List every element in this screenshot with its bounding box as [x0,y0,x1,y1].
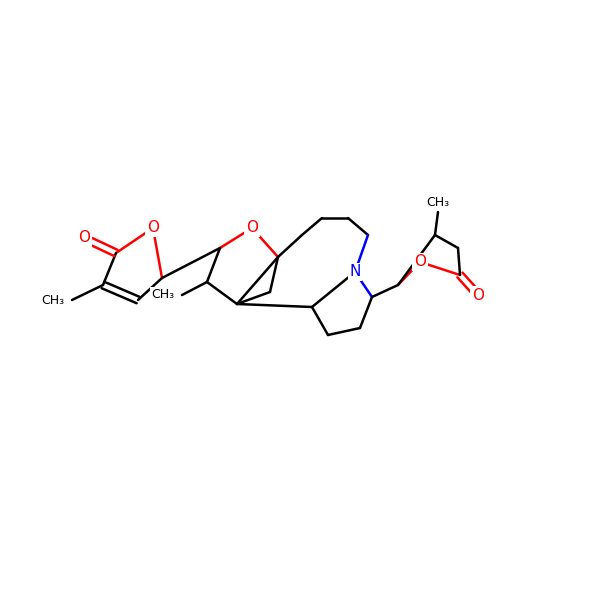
Text: CH₃: CH₃ [151,289,174,301]
Text: N: N [349,265,361,280]
Text: CH₃: CH₃ [427,196,449,208]
Text: O: O [147,220,159,235]
Text: CH₃: CH₃ [41,293,64,307]
Text: O: O [414,254,426,269]
Text: O: O [472,287,484,302]
Text: O: O [78,230,90,245]
Text: O: O [246,220,258,235]
